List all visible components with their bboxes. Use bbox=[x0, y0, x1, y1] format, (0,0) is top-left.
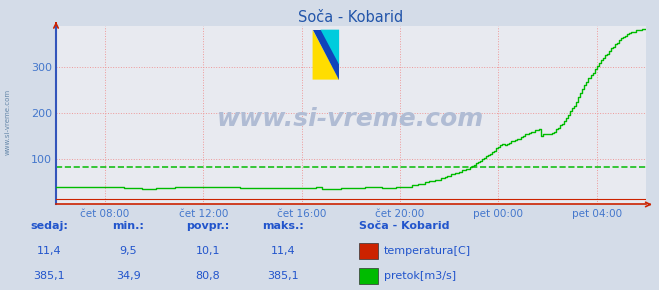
Text: 385,1: 385,1 bbox=[268, 271, 299, 281]
Polygon shape bbox=[312, 30, 339, 80]
Text: povpr.:: povpr.: bbox=[186, 221, 229, 231]
Bar bbox=[359, 243, 378, 259]
Text: www.si-vreme.com: www.si-vreme.com bbox=[217, 107, 484, 131]
Polygon shape bbox=[320, 30, 339, 65]
Text: sedaj:: sedaj: bbox=[30, 221, 69, 231]
Text: 10,1: 10,1 bbox=[195, 246, 220, 256]
Text: 385,1: 385,1 bbox=[34, 271, 65, 281]
Text: maks.:: maks.: bbox=[262, 221, 304, 231]
Text: temperatura[C]: temperatura[C] bbox=[384, 246, 471, 256]
Text: 34,9: 34,9 bbox=[116, 271, 141, 281]
Text: 11,4: 11,4 bbox=[271, 246, 296, 256]
Text: pretok[m3/s]: pretok[m3/s] bbox=[384, 271, 456, 281]
Title: Soča - Kobarid: Soča - Kobarid bbox=[299, 10, 403, 25]
Text: 9,5: 9,5 bbox=[120, 246, 137, 256]
Polygon shape bbox=[312, 30, 339, 80]
Text: www.si-vreme.com: www.si-vreme.com bbox=[5, 89, 11, 155]
Text: min.:: min.: bbox=[113, 221, 144, 231]
Bar bbox=[359, 268, 378, 284]
Text: 11,4: 11,4 bbox=[37, 246, 62, 256]
Text: 80,8: 80,8 bbox=[195, 271, 220, 281]
Text: Soča - Kobarid: Soča - Kobarid bbox=[359, 221, 449, 231]
